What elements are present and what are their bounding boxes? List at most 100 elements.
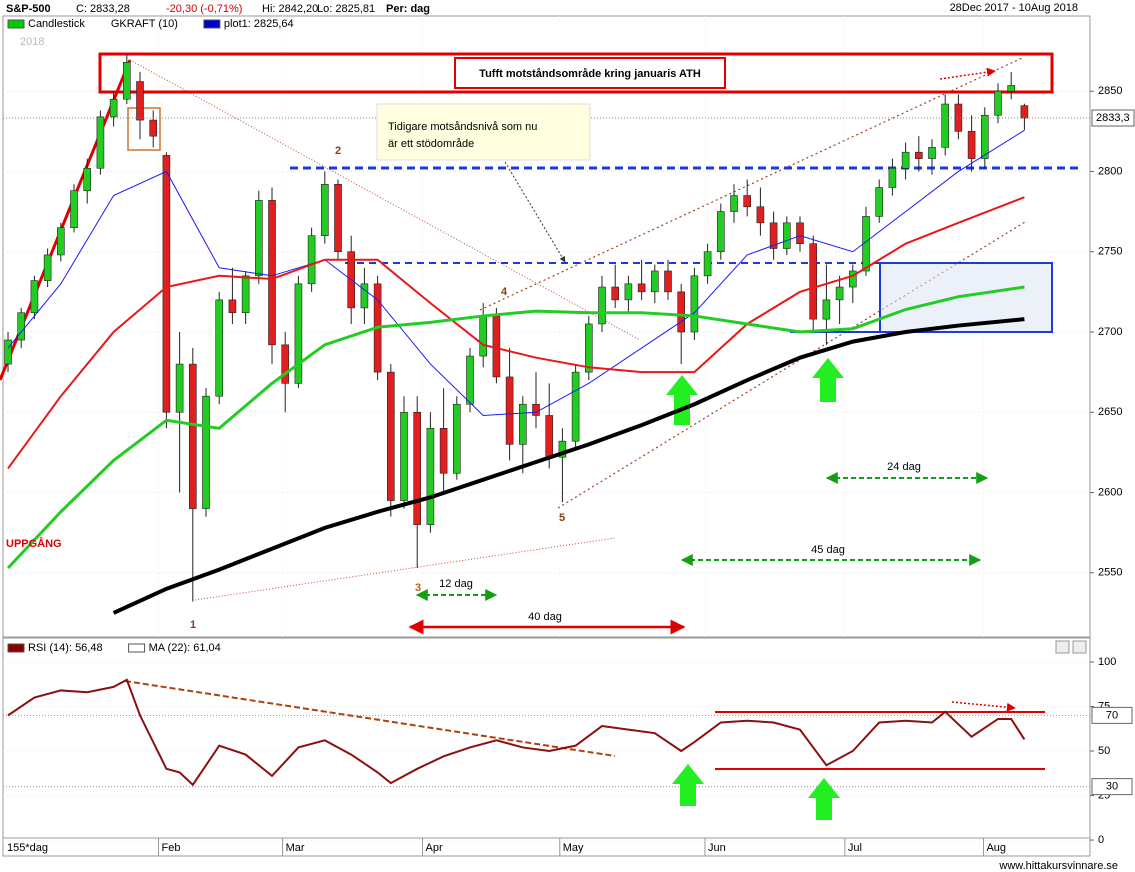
candle-body: [307, 235, 316, 285]
candle-body: [928, 147, 936, 159]
candle-body: [439, 428, 448, 474]
period-count: 155*dag: [7, 842, 48, 854]
indicator-line: [7, 196, 1025, 470]
level-label: 70: [1106, 709, 1118, 721]
y-tick-label: 2850: [1098, 85, 1122, 97]
candle-body: [1007, 85, 1015, 92]
up-arrow: [672, 764, 704, 806]
x-tick-label: Apr: [425, 842, 442, 854]
candle-body: [519, 403, 527, 445]
close-button[interactable]: [1072, 640, 1087, 654]
up-arrow: [812, 358, 844, 402]
wave-label: 3: [415, 582, 421, 594]
y-tick-label: 50: [1098, 745, 1110, 757]
indicator-line: [6, 285, 1025, 569]
candle-body: [796, 222, 804, 244]
candle-body: [162, 155, 171, 413]
candle-body: [175, 363, 184, 413]
resistance-label: Tufft motståndsområde kring januaris ATH: [479, 68, 701, 80]
candle-body: [558, 440, 567, 458]
wave-label: 4: [501, 286, 508, 298]
candle-body: [268, 200, 276, 346]
candle-body: [980, 114, 989, 159]
indicator-line: [7, 129, 1025, 416]
x-tick-label: Jun: [708, 842, 726, 854]
candle-body: [809, 243, 818, 320]
candle-body: [769, 222, 778, 249]
plot: 2833,3 70 30: [3, 54, 1135, 796]
candle-body: [783, 222, 791, 249]
note-box: [376, 103, 591, 161]
candle-body: [585, 323, 593, 373]
candle-body: [677, 291, 686, 333]
y-tick-label: 0: [1098, 834, 1104, 846]
candle-body: [822, 299, 831, 320]
note-line: är ett stödområde: [388, 138, 474, 150]
duration-label: 45 dag: [811, 544, 845, 556]
y-tick-label: 100: [1098, 656, 1116, 668]
wave-label: 5: [559, 512, 565, 524]
candle-body: [690, 275, 699, 333]
candle-body: [862, 216, 870, 272]
legend-label: plot1: 2825,64: [224, 18, 294, 30]
candle-body: [717, 211, 725, 253]
close: C: 2833,28: [76, 3, 130, 15]
high: Hi: 2842,20: [262, 3, 318, 15]
candle-body: [70, 190, 78, 228]
trend-line: [129, 59, 641, 341]
y-tick-label: 2750: [1098, 246, 1122, 258]
candle-body: [901, 151, 910, 169]
candle-body: [611, 286, 620, 301]
candle-body: [57, 227, 65, 256]
candle-body: [321, 183, 329, 236]
rsi-line: [7, 678, 1026, 787]
candle-body: [453, 403, 461, 474]
candle-body: [967, 131, 976, 159]
legend-label: Candlestick: [28, 18, 85, 30]
date-range: 28Dec 2017 - 10Aug 2018: [950, 2, 1078, 14]
legend-label: GKRAFT (10): [111, 18, 178, 30]
candle-body: [743, 195, 752, 208]
candle-body: [835, 286, 844, 301]
candle-body: [994, 90, 1002, 116]
x-tick-label: Jul: [848, 842, 862, 854]
support-zone: [879, 262, 1053, 333]
candle-body: [387, 371, 395, 501]
legend-swatch: [7, 19, 25, 29]
rsi-panel: [2, 637, 1091, 857]
candle-body: [360, 283, 369, 309]
legend-label: RSI (14): 56,48: [28, 642, 103, 654]
candle-body: [136, 81, 144, 121]
candle-body: [888, 167, 897, 188]
candle-body: [598, 286, 606, 325]
legend-swatch: [203, 19, 221, 29]
change: -20,30 (-0,71%): [166, 3, 242, 15]
zoom-button[interactable]: [1055, 640, 1070, 654]
candle-body: [571, 371, 580, 442]
candle-body: [83, 167, 92, 192]
label-box: [454, 57, 726, 89]
source: www.hittakursvinnare.se: [998, 860, 1118, 872]
candle-body: [545, 415, 554, 458]
candle-body: [664, 270, 672, 293]
up-arrow: [808, 778, 840, 820]
candle-body: [30, 280, 39, 314]
candle-body: [241, 275, 250, 314]
candle-body: [294, 283, 303, 384]
low: Lo: 2825,81: [317, 3, 375, 15]
legend-swatch: [7, 643, 25, 653]
annotation-texts: Tufft motståndsområde kring januaris ATH…: [6, 57, 1118, 872]
candle-body: [849, 270, 857, 288]
candle-body: [914, 151, 923, 159]
candle-body: [703, 251, 712, 277]
level-box: [1091, 706, 1133, 724]
wave-label: 2: [335, 145, 341, 157]
y-tick-label: 2800: [1098, 165, 1122, 177]
grid: 25502600265027002750280028500255075100Fe…: [3, 16, 1122, 856]
y-tick-label: 2600: [1098, 486, 1122, 498]
candle-body: [215, 299, 224, 397]
duration-label: 12 dag: [439, 578, 473, 590]
resistance-zone: [98, 52, 1054, 94]
annotations: [0, 52, 1087, 820]
